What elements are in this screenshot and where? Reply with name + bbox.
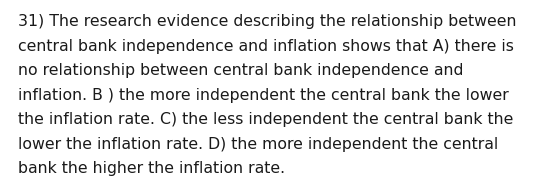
Text: bank the higher the inflation rate.: bank the higher the inflation rate. bbox=[18, 161, 285, 176]
Text: central bank independence and inflation shows that A) there is: central bank independence and inflation … bbox=[18, 39, 514, 54]
Text: lower the inflation rate. D) the more independent the central: lower the inflation rate. D) the more in… bbox=[18, 136, 498, 152]
Text: 31) The research evidence describing the relationship between: 31) The research evidence describing the… bbox=[18, 14, 517, 29]
Text: the inflation rate. C) the less independent the central bank the: the inflation rate. C) the less independ… bbox=[18, 112, 513, 127]
Text: inflation. B ) the more independent the central bank the lower: inflation. B ) the more independent the … bbox=[18, 87, 509, 102]
Text: no relationship between central bank independence and: no relationship between central bank ind… bbox=[18, 63, 463, 78]
